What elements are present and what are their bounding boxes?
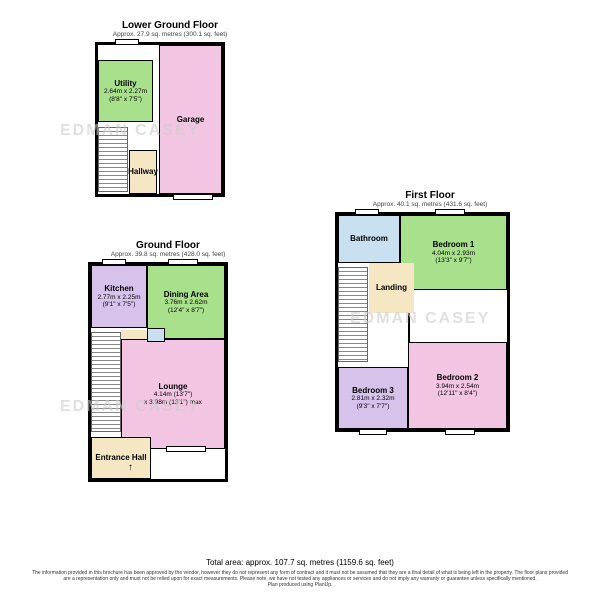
room-dim: x 3.98m (13'1") max	[144, 399, 202, 406]
room-entrance-hall: Entrance Hall	[91, 437, 151, 479]
window	[435, 209, 465, 215]
window	[355, 209, 379, 215]
room-dim: 4.14m (13'7")	[154, 391, 193, 398]
room-label: Bathroom	[350, 234, 388, 243]
room-kitchen: Kitchen2.77m x 2.25m(9'1" x 7'5")	[91, 265, 147, 328]
window	[168, 259, 198, 265]
room-dim: (8'8" x 7'5")	[109, 96, 142, 103]
window	[359, 429, 387, 435]
room-label: Lounge	[159, 382, 188, 391]
room-utility: Utility2.64m x 2.27m(8'8" x 7'5")	[98, 60, 153, 122]
room-label: Entrance Hall	[95, 453, 146, 462]
room-label: Landing	[376, 283, 407, 292]
room-garage: Garage	[159, 45, 222, 194]
room-dim: 2.81m x 2.32m	[352, 395, 395, 402]
ground-title: Ground Floor	[88, 240, 248, 251]
stairs	[91, 332, 121, 432]
room-dim: (9'1" x 7'5")	[103, 301, 136, 308]
total-area: Total area: approx. 107.7 sq. metres (11…	[30, 558, 570, 567]
first-sub: Approx. 40.1 sq. metres (431.6 sq. feet)	[335, 201, 525, 208]
ground-plan: Ground Floor Approx. 39.8 sq. metres (42…	[88, 240, 248, 482]
room-label: Bedroom 3	[352, 386, 394, 395]
room-dim: (12'11" x 8'4")	[438, 390, 478, 397]
room-dim: (9'3" x 7'7")	[357, 403, 390, 410]
room-label: Bedroom 1	[433, 240, 475, 249]
footer: Total area: approx. 107.7 sq. metres (11…	[30, 558, 570, 588]
room-label: Dining Area	[164, 290, 209, 299]
ground-sub: Approx. 39.8 sq. metres (428.0 sq. feet)	[88, 251, 248, 258]
room-bedroom-3: Bedroom 32.81m x 2.32m(9'3" x 7'7")	[338, 367, 408, 429]
room-dim: (13'3" x 9'7")	[435, 257, 471, 264]
room-lounge: Lounge4.14m (13'7")x 3.98m (13'1") max	[121, 339, 225, 449]
room-dim: 4.04m x 2.93m	[432, 250, 475, 257]
room-label: Garage	[177, 115, 205, 124]
lower-ground-plan: Lower Ground Floor Approx. 27.9 sq. metr…	[95, 20, 245, 197]
lower-sub: Approx. 27.9 sq. metres (300.1 sq. feet)	[95, 31, 245, 38]
wc	[147, 328, 165, 342]
stairs	[98, 127, 128, 192]
window	[102, 259, 126, 265]
room-dim: 3.76m x 2.62m	[165, 299, 208, 306]
room-dim: (12'4" x 8'7")	[168, 307, 204, 314]
room-label: Utility	[114, 79, 136, 88]
room-label: Bedroom 2	[437, 373, 479, 382]
room-dim: 3.94m x 2.54m	[436, 383, 479, 390]
window	[115, 39, 139, 45]
room-bedroom-1: Bedroom 14.04m x 2.93m(13'3" x 9'7")	[400, 215, 507, 290]
window	[445, 429, 475, 435]
entrance-arrow-icon: ↑	[128, 462, 133, 473]
stairs	[338, 267, 368, 362]
credit: Plan produced using PlanUp.	[30, 582, 570, 588]
room-bathroom: Bathroom	[338, 215, 400, 263]
room-dim: 2.64m x 2.27m	[104, 88, 147, 95]
room-label: Hallway	[128, 167, 158, 176]
window	[166, 446, 206, 452]
disclaimer: The information provided in this brochur…	[30, 570, 570, 582]
first-title: First Floor	[335, 190, 525, 201]
room-label: Kitchen	[104, 284, 133, 293]
room-dim: 2.77m x 2.25m	[98, 294, 141, 301]
first-plan: First Floor Approx. 40.1 sq. metres (431…	[335, 190, 525, 432]
room-bedroom-2: Bedroom 23.94m x 2.54m(12'11" x 8'4")	[408, 342, 507, 429]
window	[173, 194, 213, 200]
room-hallway: Hallway	[129, 150, 157, 194]
lower-title: Lower Ground Floor	[95, 20, 245, 31]
room-landing: Landing	[369, 263, 414, 313]
